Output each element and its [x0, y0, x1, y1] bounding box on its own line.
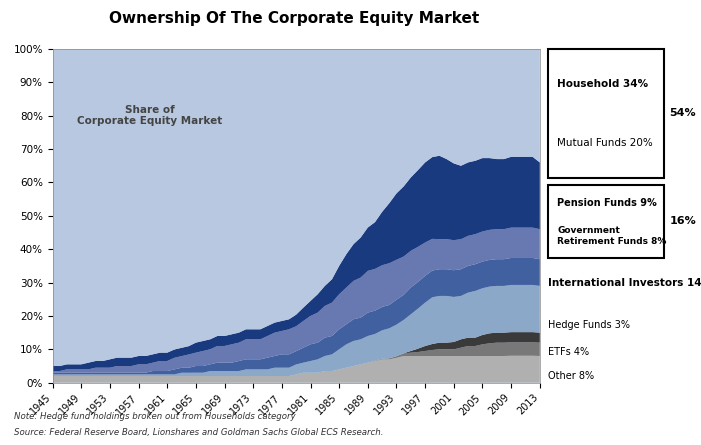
FancyBboxPatch shape: [548, 185, 664, 258]
Text: 54%: 54%: [669, 109, 696, 118]
Text: 16%: 16%: [669, 216, 696, 227]
Text: Source: Federal Reserve Board, Lionshares and Goldman Sachs Global ECS Research.: Source: Federal Reserve Board, Lionshare…: [14, 428, 383, 437]
Text: Hedge Funds 3%: Hedge Funds 3%: [548, 320, 630, 330]
Text: Note: Hedge fund holdings broken out from Households category: Note: Hedge fund holdings broken out fro…: [14, 412, 296, 421]
Text: Mutual Funds 20%: Mutual Funds 20%: [557, 138, 653, 148]
Text: Household 34%: Household 34%: [557, 79, 648, 89]
Text: Share of
Corporate Equity Market: Share of Corporate Equity Market: [77, 105, 223, 126]
Text: ETFs 4%: ETFs 4%: [548, 347, 590, 356]
FancyBboxPatch shape: [548, 49, 664, 178]
Text: Other 8%: Other 8%: [548, 371, 594, 381]
Text: International Investors 14%: International Investors 14%: [548, 278, 701, 287]
Text: Government
Retirement Funds 8%: Government Retirement Funds 8%: [557, 226, 667, 246]
Text: Ownership Of The Corporate Equity Market: Ownership Of The Corporate Equity Market: [109, 11, 479, 26]
Text: Pension Funds 9%: Pension Funds 9%: [557, 198, 657, 208]
